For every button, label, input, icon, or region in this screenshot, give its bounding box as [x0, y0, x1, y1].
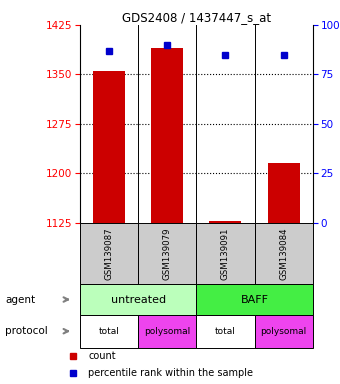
- Bar: [80, 223, 138, 284]
- Bar: [255, 223, 313, 284]
- Text: polysomal: polysomal: [260, 327, 307, 336]
- Bar: [268, 164, 300, 223]
- Bar: [138, 315, 197, 348]
- Text: count: count: [88, 351, 116, 361]
- Text: agent: agent: [5, 295, 35, 305]
- Title: GDS2408 / 1437447_s_at: GDS2408 / 1437447_s_at: [122, 11, 271, 24]
- Text: GSM139084: GSM139084: [279, 227, 288, 280]
- Bar: [197, 284, 313, 315]
- Text: protocol: protocol: [5, 326, 48, 336]
- Bar: [80, 284, 197, 315]
- Bar: [151, 48, 183, 223]
- Text: GSM139087: GSM139087: [104, 227, 114, 280]
- Bar: [93, 71, 125, 223]
- Bar: [80, 315, 138, 348]
- Bar: [197, 223, 255, 284]
- Text: GSM139091: GSM139091: [221, 227, 230, 280]
- Bar: [138, 223, 197, 284]
- Bar: [197, 315, 255, 348]
- Text: GSM139079: GSM139079: [163, 227, 172, 280]
- Text: untreated: untreated: [110, 295, 166, 305]
- Text: polysomal: polysomal: [144, 327, 190, 336]
- Text: total: total: [99, 327, 119, 336]
- Text: BAFF: BAFF: [241, 295, 269, 305]
- Text: percentile rank within the sample: percentile rank within the sample: [88, 368, 253, 379]
- Bar: [255, 315, 313, 348]
- Bar: [209, 222, 241, 223]
- Text: total: total: [215, 327, 236, 336]
